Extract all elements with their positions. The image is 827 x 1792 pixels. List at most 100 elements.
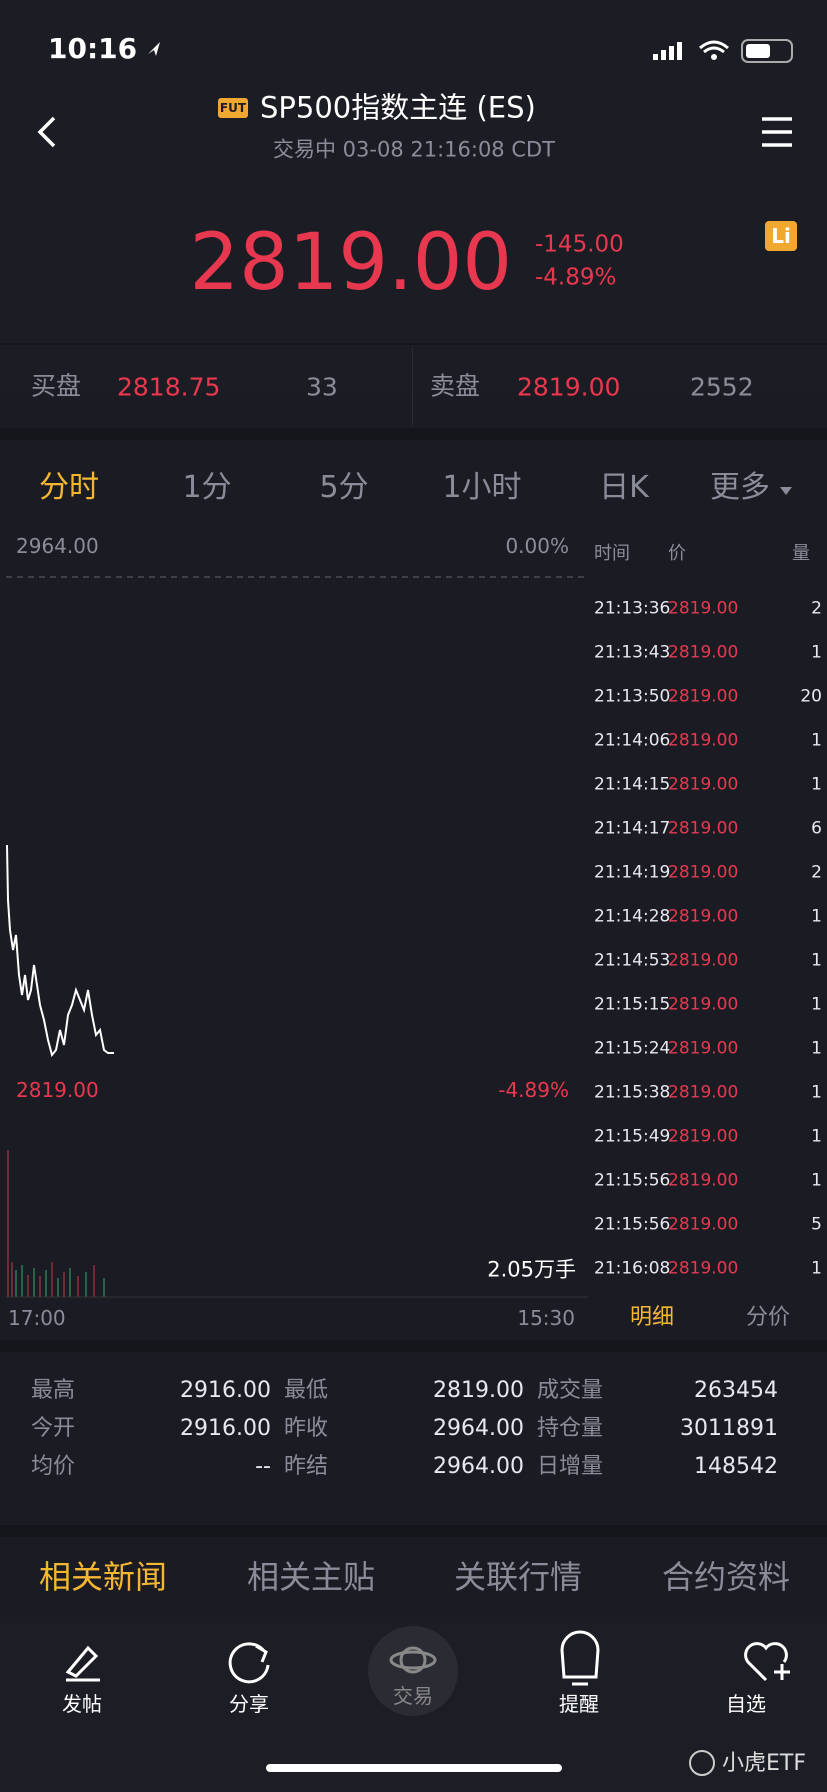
trade-price: 2819.00 [668, 598, 739, 619]
li-badge[interactable]: Li [771, 224, 791, 248]
stat-label: 昨收 [284, 1416, 329, 1441]
trades-tab[interactable]: 分价 [745, 1305, 791, 1330]
trade-icon [389, 1650, 437, 1670]
nav-item[interactable]: 交易 [393, 1684, 433, 1708]
trade-time: 21:15:24 [594, 1038, 671, 1059]
trade-volume: 20 [800, 686, 822, 707]
ask-size: 2552 [690, 372, 754, 402]
stat-label: 今开 [31, 1416, 76, 1441]
nav-item[interactable]: 发帖 [62, 1692, 102, 1716]
trade-time: 21:15:49 [594, 1126, 671, 1147]
trade-time: 21:15:38 [594, 1082, 671, 1103]
divider [0, 343, 827, 345]
status-time: 10:16 [48, 32, 138, 65]
chart-end-time: 15:30 [517, 1306, 575, 1330]
watermark-icon [689, 1750, 715, 1776]
dropdown-arrow[interactable] [780, 487, 792, 495]
trade-time: 21:14:15 [594, 774, 671, 795]
nav-icons [65, 1630, 790, 1686]
trade-price: 2819.00 [668, 1126, 739, 1147]
news-tab[interactable]: 关联行情 [453, 1558, 583, 1596]
trade-price: 2819.00 [668, 950, 739, 971]
nav-item[interactable]: 提醒 [559, 1692, 599, 1716]
li-badge-bg[interactable] [765, 221, 797, 251]
trade-price: 2819.00 [668, 862, 739, 883]
stat-value: -- [255, 1454, 271, 1479]
nav-item[interactable]: 自选 [726, 1692, 766, 1716]
menu-button[interactable] [762, 117, 792, 147]
trades-header: 时间 [594, 543, 630, 564]
trade-time: 21:15:56 [594, 1170, 671, 1191]
divider [0, 1525, 827, 1537]
trade-price: 2819.00 [668, 1082, 739, 1103]
trade-time: 21:14:06 [594, 730, 671, 751]
trade-volume: 1 [811, 774, 822, 795]
nav-item[interactable]: 分享 [229, 1692, 269, 1716]
trade-volume: 1 [811, 1170, 822, 1191]
chart-tab[interactable]: 分时 [39, 470, 99, 505]
trade-time: 21:15:56 [594, 1214, 671, 1235]
stat-value: 2964.00 [433, 1416, 524, 1441]
stat-label: 均价 [31, 1454, 76, 1479]
stat-label: 日增量 [537, 1454, 604, 1479]
stat-label: 昨结 [284, 1454, 329, 1479]
trade-volume: 1 [811, 906, 822, 927]
chart-tab[interactable]: 5分 [319, 470, 369, 505]
divider [0, 428, 827, 440]
trades-tab[interactable]: 明细 [629, 1305, 675, 1330]
signal-icon [653, 42, 682, 60]
trade-volume: 2 [811, 598, 822, 619]
stat-label: 持仓量 [537, 1416, 604, 1441]
chart-start-time: 17:00 [8, 1306, 66, 1330]
fut-badge: FUT [219, 101, 247, 115]
stat-value: 263454 [694, 1378, 778, 1403]
wifi-icon [711, 54, 717, 60]
trade-icon [399, 1646, 427, 1674]
chart-tab[interactable]: 1分 [182, 470, 232, 505]
location-icon [148, 42, 160, 56]
divider [0, 1340, 827, 1352]
bid-price: 2818.75 [117, 372, 221, 402]
last-price: 2819.00 [189, 218, 512, 308]
trades-header: 价 [668, 543, 686, 564]
chart-tab[interactable]: 更多 [710, 470, 770, 505]
bid-label: 买盘 [31, 371, 82, 401]
stat-label: 成交量 [537, 1378, 604, 1403]
stat-value: 2916.00 [180, 1378, 271, 1403]
chart-low-price: 2819.00 [16, 1078, 99, 1102]
chart-tab[interactable]: 1小时 [442, 470, 522, 505]
news-tab[interactable]: 相关新闻 [38, 1558, 168, 1596]
battery-level [746, 44, 770, 58]
chart-tab[interactable]: 日K [599, 470, 649, 505]
back-button[interactable] [37, 116, 56, 148]
trade-volume: 1 [811, 1126, 822, 1147]
page-title: SP500指数主连 (ES) [260, 90, 536, 125]
news-tab[interactable]: 相关主贴 [246, 1558, 376, 1596]
stat-value: 2819.00 [433, 1378, 524, 1403]
watermark: 小虎ETF [722, 1751, 806, 1776]
news-tab[interactable]: 合约资料 [661, 1558, 791, 1596]
stat-label: 最低 [284, 1378, 329, 1403]
trade-time: 21:14:53 [594, 950, 671, 971]
stat-label: 最高 [31, 1378, 76, 1403]
trade-time: 21:16:08 [594, 1258, 671, 1279]
price-change: -145.00 [535, 231, 624, 258]
trade-volume: 1 [811, 950, 822, 971]
trade-price: 2819.00 [668, 994, 739, 1015]
trade-price: 2819.00 [668, 686, 739, 707]
trade-time: 21:14:19 [594, 862, 671, 883]
trade-time: 21:13:43 [594, 642, 671, 663]
chart-low-pct: -4.89% [498, 1078, 569, 1102]
trade-price: 2819.00 [668, 1214, 739, 1235]
trade-volume: 5 [811, 1214, 822, 1235]
divider [412, 348, 413, 426]
trade-volume: 1 [811, 1038, 822, 1059]
price-line [6, 844, 114, 1058]
trade-time: 21:14:28 [594, 906, 671, 927]
stat-value: 2964.00 [433, 1454, 524, 1479]
battery-icon [741, 39, 793, 63]
trade-volume: 1 [811, 642, 822, 663]
chart-top-pct: 0.00% [505, 534, 569, 558]
price-change-pct: -4.89% [535, 264, 617, 291]
